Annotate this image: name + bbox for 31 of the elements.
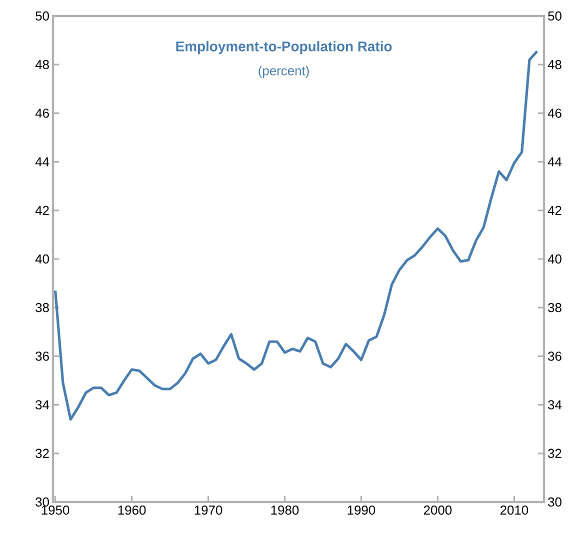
y-tick-label: 32 bbox=[36, 448, 49, 458]
y-tick-label: 36 bbox=[36, 352, 49, 361]
x-tick-label: 2000 bbox=[424, 506, 452, 515]
y2-tick-label: 36 bbox=[548, 352, 562, 361]
y2-tick-label: 50 bbox=[548, 11, 562, 21]
y-tick-label: 34 bbox=[36, 400, 50, 410]
y2-tick-label: 48 bbox=[548, 60, 562, 70]
y2-tick-label: 42 bbox=[548, 206, 562, 215]
y-tick-label: 46 bbox=[35, 108, 49, 118]
y2-tick-label: 34 bbox=[548, 400, 562, 410]
y2-tick-label: 30 bbox=[548, 497, 562, 507]
x-tick-label: 1970 bbox=[194, 506, 222, 515]
y2-tick-label: 46 bbox=[548, 108, 562, 118]
text: Employment-to-Population Ratio bbox=[176, 41, 392, 54]
x-tick-label: 1950 bbox=[42, 506, 70, 515]
y2-tick-label: 38 bbox=[548, 303, 562, 312]
x-tick-label: 1960 bbox=[118, 506, 146, 515]
x-tick-label: 1980 bbox=[271, 506, 299, 515]
y-tick-label: 50 bbox=[36, 11, 49, 21]
y2-tick-label: 44 bbox=[548, 157, 562, 166]
x-tick-label: 1990 bbox=[348, 506, 376, 515]
y2-tick-label: 40 bbox=[548, 254, 562, 264]
y-tick-label: 48 bbox=[35, 60, 49, 70]
y-tick-label: 40 bbox=[35, 254, 49, 264]
y-tick-label: 30 bbox=[36, 497, 49, 507]
y2-tick-label: 32 bbox=[548, 448, 562, 458]
y-tick-label: 42 bbox=[35, 206, 49, 215]
y-tick-label: 38 bbox=[36, 303, 49, 312]
y-tick-label: 44 bbox=[35, 157, 50, 166]
text: (percent) bbox=[258, 66, 309, 78]
x-tick-label: 2010 bbox=[500, 506, 528, 515]
